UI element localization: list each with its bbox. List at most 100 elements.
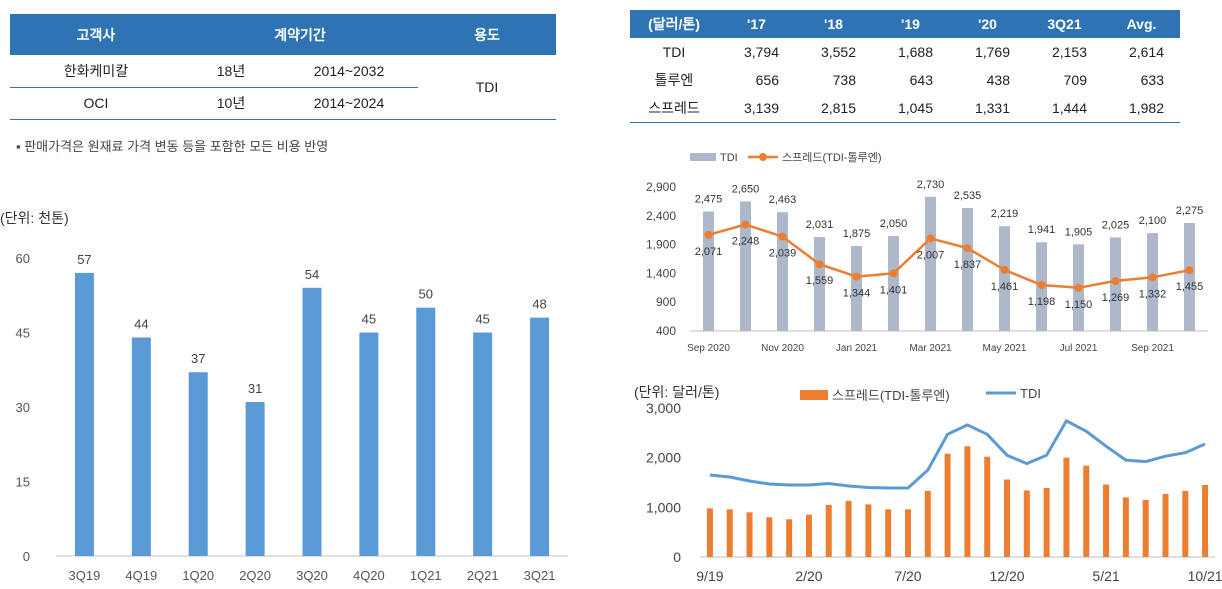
bar — [131, 337, 151, 556]
customer-cell: OCI — [10, 87, 182, 120]
contract-table: 고객사 계약기간 용도 한화케미칼 18년 2014~2032 TDI OCI … — [10, 14, 556, 120]
legend-swatch-spread — [800, 390, 828, 400]
legend-label-tdi: TDI — [1020, 386, 1041, 401]
header-3q21: 3Q21 — [1026, 10, 1103, 38]
data-label: 54 — [305, 267, 319, 282]
x-tick-label: 12/20 — [989, 568, 1024, 584]
y-tick-label: 1,000 — [646, 499, 681, 515]
bar — [1184, 223, 1195, 331]
bar-value-label: 1,905 — [1065, 226, 1093, 238]
bar — [964, 446, 971, 557]
table-cell: 1,769 — [974, 44, 1010, 60]
bar — [74, 272, 94, 556]
x-tick-label: 3Q21 — [524, 568, 556, 583]
bar-value-label: 2,031 — [806, 219, 834, 231]
table-cell: 3,794 — [743, 44, 779, 60]
line-value-label: 2,071 — [695, 246, 723, 258]
x-tick-label: 9/19 — [696, 568, 723, 584]
line-value-label: 2,248 — [732, 236, 760, 248]
legend-swatch-tdi — [690, 153, 716, 161]
bar-value-label: 2,535 — [954, 190, 982, 202]
bar-value-label: 2,050 — [880, 218, 908, 230]
line-value-label: 1,401 — [880, 284, 908, 296]
tdi-spread-monthly-chart: TDI 스프레드(TDI-톨루엔) 400 900 1,400 1,900 2,400 2,9… — [646, 151, 1208, 354]
x-tick-label: 3Q20 — [296, 568, 328, 583]
x-tick-label: 3Q19 — [69, 568, 101, 583]
row-label: 톨루엔 — [654, 72, 694, 88]
years-cell: 18년 — [182, 55, 280, 88]
legend-marker-spread — [759, 153, 767, 161]
line-value-label: 1,150 — [1065, 299, 1093, 311]
unit-label: (단위: 달러/톤) — [634, 384, 719, 400]
line-point — [704, 230, 713, 239]
table-cell: 656 — [755, 72, 779, 88]
legend-label-spread: 스프레드(TDI-톨루엔) — [832, 388, 950, 403]
bar — [786, 519, 793, 557]
bar-value-label: 2,219 — [991, 208, 1019, 220]
table-cell: 643 — [909, 72, 933, 88]
line-point — [778, 232, 787, 241]
table-row: OCI 10년 2014~2024 — [10, 87, 556, 120]
x-tick-label: 5/21 — [1092, 568, 1119, 584]
table-cell: 1,444 — [1026, 94, 1103, 123]
line-point — [889, 269, 898, 278]
table-row: TDI 3,794 3,552 1,688 1,769 2,153 2,614 — [630, 38, 1180, 66]
x-tick-label: 4Q20 — [353, 568, 385, 583]
y-tick-label: 2,000 — [646, 450, 681, 466]
bar — [1063, 457, 1070, 557]
bar — [1103, 484, 1110, 557]
bar — [885, 509, 892, 557]
bar-value-label: 2,100 — [1139, 215, 1167, 227]
bar — [1182, 490, 1189, 557]
x-tick-label: Mar 2021 — [909, 343, 952, 354]
bar-value-label: 2,650 — [732, 183, 760, 195]
line-value-label: 1,344 — [843, 288, 871, 300]
bar — [1023, 490, 1030, 557]
y-tick-label: 1,900 — [646, 238, 676, 252]
line-point — [1148, 273, 1157, 282]
table-row: 톨루엔 656 738 643 438 709 633 — [630, 66, 1180, 94]
bar — [416, 307, 436, 556]
line-point — [741, 220, 750, 229]
legend-label-tdi: TDI — [720, 152, 738, 164]
usage-cell: TDI — [418, 55, 556, 120]
data-label: 31 — [248, 381, 262, 396]
table-cell: 2,614 — [1128, 44, 1164, 60]
table-cell: 3,139 — [718, 94, 795, 123]
bar — [706, 508, 713, 557]
bar-value-label: 2,025 — [1102, 219, 1130, 231]
y-tick-label: 1,400 — [646, 266, 676, 280]
line-value-label: 1,198 — [1028, 296, 1056, 308]
header-period: 계약기간 — [182, 14, 418, 55]
line-point — [1185, 266, 1194, 275]
table-cell: 709 — [1063, 72, 1087, 88]
pricing-note: ▪ 판매가격은 원재료 가격 변동 등을 포함한 모든 비용 반영 — [16, 139, 329, 154]
y-tick-label: 60 — [16, 251, 30, 266]
header-2020: '20 — [949, 10, 1026, 38]
bar — [746, 512, 753, 557]
row-label: 스프레드 — [630, 94, 718, 123]
x-tick-label: 1Q20 — [182, 568, 214, 583]
bar-value-label: 2,475 — [695, 193, 723, 205]
header-usage: 용도 — [418, 14, 556, 55]
data-label: 45 — [475, 312, 489, 327]
row-label: TDI — [662, 44, 686, 60]
x-tick-label: 1Q21 — [410, 568, 442, 583]
bar — [1162, 493, 1169, 557]
table-cell: 3,552 — [820, 44, 856, 60]
price-table: (달러/톤) '17 '18 '19 '20 3Q21 Avg. TDI 3,7… — [630, 10, 1180, 123]
bar — [904, 509, 911, 557]
bar — [777, 212, 788, 331]
bar — [359, 332, 379, 556]
bar — [924, 490, 931, 557]
tdi-line — [709, 418, 1206, 490]
table-cell: 1,688 — [897, 44, 933, 60]
bar-value-label: 2,275 — [1176, 205, 1204, 217]
data-label: 50 — [419, 287, 433, 302]
y-tick-label: 45 — [16, 326, 30, 341]
line-point — [1037, 281, 1046, 290]
table-row: 스프레드 3,139 2,815 1,045 1,331 1,444 1,982 — [630, 94, 1180, 123]
line-point — [926, 234, 935, 243]
bar-value-label: 2,463 — [769, 194, 797, 206]
line-value-label: 2,039 — [769, 248, 797, 260]
